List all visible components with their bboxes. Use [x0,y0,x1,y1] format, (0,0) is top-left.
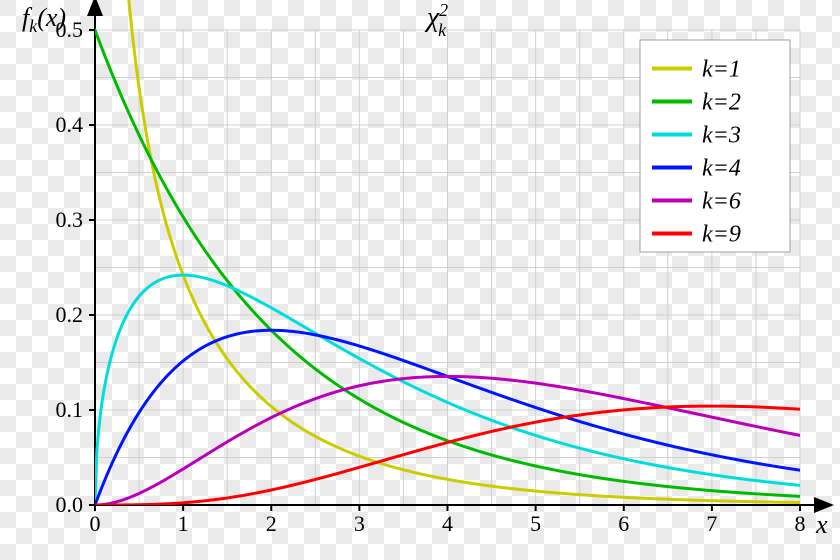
legend-label: k=9 [702,222,741,248]
ytick-label: 0.1 [56,397,84,422]
xtick-label: 0 [90,511,101,536]
chi-squared-pdf-chart: 0123456780.00.10.20.30.40.5 fk(x)xχ2k k=… [0,0,840,560]
x-axis-label: x [815,510,828,539]
xtick-label: 3 [354,511,365,536]
xtick-label: 4 [442,511,453,536]
chart-container: { "chart": { "type": "line", "width": 84… [0,0,840,560]
legend-label: k=3 [702,123,741,149]
legend: k=1 k=2 k=3 k=4 k=6 k=9 [640,40,790,252]
xtick-label: 2 [266,511,277,536]
ytick-label: 0.3 [56,207,84,232]
legend-label: k=6 [702,189,741,215]
xtick-label: 7 [706,511,717,536]
legend-label: k=4 [702,156,741,182]
ytick-label: 0.2 [56,302,84,327]
legend-label: k=2 [702,90,741,116]
ytick-label: 0.4 [56,112,84,137]
xtick-label: 6 [618,511,629,536]
xtick-label: 8 [795,511,806,536]
y-axis-label: fk(x) [22,3,66,36]
xtick-label: 1 [178,511,189,536]
xtick-label: 5 [530,511,541,536]
legend-label: k=1 [702,57,741,83]
ytick-label: 0.0 [56,492,84,517]
